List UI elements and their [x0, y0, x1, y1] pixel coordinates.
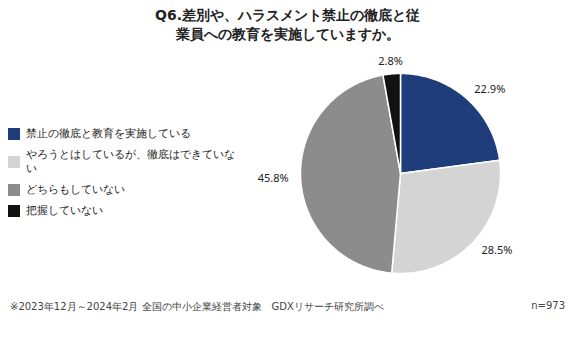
- html-text:やろうとはしているが、徹底はできていない: やろうとはしているが、徹底はできていない: [26, 148, 235, 175]
- html-text:どちらもしていない: どちらもしていない: [26, 183, 125, 196]
- svg-text:2.8%: 2.8%: [378, 53, 403, 68]
- svg-text:22.9%: 22.9%: [474, 81, 505, 96]
- html-text:Q6.差別や、ハラスメント禁止の徹底と従 業員への教育を実施: Q6.差別や、ハラスメント禁止の徹底と従 業員への教育を実施していますか。: [155, 7, 420, 42]
- html-text:※2023年12月～2024年2月 全国の中小企業経営者対象: ※2023年12月～2024年2月 全国の中小企業経営者対象 GDXリサーチ研究…: [10, 300, 384, 312]
- html-text:禁止の徹底と教育を実施している: 禁止の徹底と教育を実施している: [26, 127, 191, 140]
- svg-text:28.5%: 28.5%: [481, 242, 512, 257]
- svg-text:45.8%: 45.8%: [258, 170, 289, 185]
- html-text:把握していない: 把握していない: [26, 204, 103, 217]
- html-text:n=973: n=973: [531, 299, 565, 311]
